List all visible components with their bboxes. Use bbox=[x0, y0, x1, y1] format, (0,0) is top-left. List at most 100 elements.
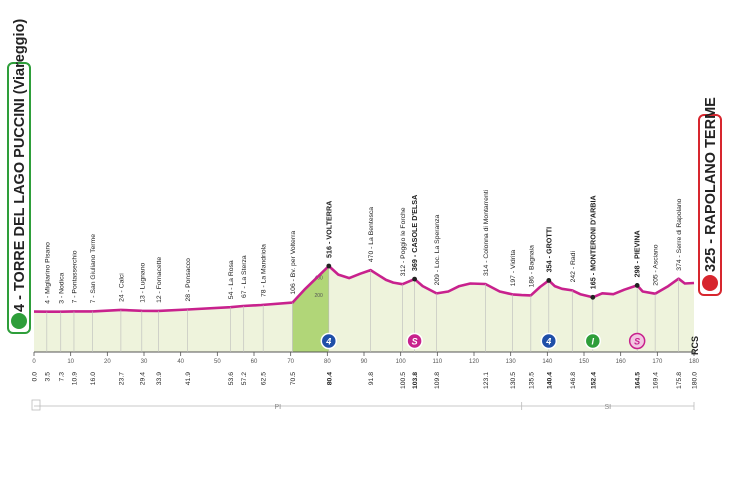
x-tick-label: 140 bbox=[542, 359, 553, 365]
climb-fill bbox=[292, 266, 329, 352]
km-label: 33.9 bbox=[156, 372, 163, 385]
finish-location-label: 325 - RAPOLANO TERME bbox=[703, 97, 719, 272]
location-label: 13 - Lugnano bbox=[139, 263, 146, 303]
km-label: 53.6 bbox=[228, 372, 235, 385]
km-label: 164.5 bbox=[635, 372, 642, 389]
location-marker bbox=[546, 278, 552, 283]
start-sign-frame bbox=[7, 62, 31, 334]
location-label: 7 - San Giuliano Terme bbox=[90, 234, 97, 304]
location-label: 298 - PIEVINA bbox=[633, 230, 642, 277]
location-labels: 0.0 4 - Migliarino Pisano 3.5 3 - Nodica 7.3… bbox=[32, 189, 699, 389]
location-marker bbox=[412, 276, 417, 282]
location-label: 106 - Bv. per Volterra bbox=[290, 231, 297, 295]
km-label: 180.0 bbox=[692, 372, 699, 389]
category-badge-symbol: S bbox=[634, 337, 640, 347]
km-label: 123.1 bbox=[483, 372, 490, 389]
km-label: 169.4 bbox=[653, 372, 660, 389]
location-label: 369 - CASOLE D'ELSA bbox=[410, 195, 419, 271]
finish-sign: 325 - RAPOLANO TERME bbox=[698, 97, 722, 296]
elevation-area bbox=[34, 266, 694, 352]
brand-logo: RCS bbox=[690, 336, 700, 355]
location-label: 242 - Radi bbox=[570, 251, 577, 283]
province-strip: PI SI bbox=[31, 399, 695, 411]
location-marker bbox=[590, 294, 596, 300]
category-badge-icon bbox=[584, 332, 602, 350]
km-label: 103.8 bbox=[412, 372, 419, 389]
location-label: 3 - Nodica bbox=[58, 273, 65, 304]
category-badge-symbol: 4 bbox=[325, 337, 331, 347]
location-label: 186 - Bagnaia bbox=[528, 245, 535, 288]
km-label: 41.9 bbox=[185, 372, 192, 385]
km-label: 91.8 bbox=[368, 372, 375, 385]
location-label: 470 - La Bentesca bbox=[368, 207, 375, 262]
location-label: 516 - VOLTERRA bbox=[324, 201, 333, 258]
location-label: 165 - MONTERONI D'ARBIA bbox=[588, 195, 597, 289]
climb-highlight: 200 400 bbox=[292, 266, 329, 352]
x-tick-label: 180 bbox=[689, 359, 700, 365]
location-label: 78 - La Mandriola bbox=[261, 244, 268, 297]
km-label: 140.4 bbox=[546, 372, 553, 389]
km-label: 57.2 bbox=[241, 372, 248, 385]
km-label: 152.4 bbox=[590, 372, 597, 389]
km-label: 146.8 bbox=[570, 372, 577, 389]
location-label: 374 - Serre di Rapolano bbox=[676, 198, 683, 270]
finish-sign-frame bbox=[698, 114, 722, 296]
location-label: 197 - Vidrita bbox=[510, 250, 517, 287]
km-label: 80.4 bbox=[326, 372, 333, 385]
category-badge-icon bbox=[628, 332, 646, 350]
x-tick-label: 40 bbox=[177, 359, 184, 365]
km-label: 16.0 bbox=[90, 372, 97, 385]
km-label: 10.9 bbox=[72, 372, 79, 385]
altitude-tick-label: 400 bbox=[314, 275, 323, 281]
province-label: SI bbox=[605, 404, 612, 411]
category-badge-symbol: 4 bbox=[545, 337, 551, 347]
location-label: 54 - La Rosa bbox=[228, 260, 235, 299]
start-location-label: 4 - TORRE DEL LAGO PUCCINI (Viareggio) bbox=[12, 19, 28, 312]
province-label: PI bbox=[275, 404, 282, 411]
distance-axis: 0 10 20 30 40 50 60 70 80 90 100 110 120 130 140 150 160… bbox=[32, 352, 700, 365]
x-tick-label: 120 bbox=[469, 359, 480, 365]
x-tick-label: 70 bbox=[287, 359, 294, 365]
location-marker bbox=[326, 263, 332, 269]
km-label: 7.3 bbox=[58, 372, 65, 382]
km-label: 23.7 bbox=[118, 372, 125, 385]
elevation-fill bbox=[34, 266, 694, 352]
km-label: 0.0 bbox=[32, 372, 39, 382]
km-label: 62.5 bbox=[261, 372, 268, 385]
category-badges: 4 S 4 I S bbox=[320, 332, 646, 350]
location-label: 12 - Fornacette bbox=[156, 257, 163, 303]
category-badge-icon bbox=[406, 332, 423, 350]
km-label: 130.5 bbox=[510, 372, 517, 389]
x-tick-label: 100 bbox=[396, 359, 407, 365]
location-label: 4 - Migliarino Pisano bbox=[44, 242, 51, 304]
x-tick-label: 20 bbox=[104, 359, 111, 365]
x-tick-label: 50 bbox=[214, 359, 221, 365]
location-label: 7 - Pontasserchio bbox=[72, 250, 79, 303]
km-label: 175.8 bbox=[676, 372, 683, 389]
location-label: 209 - Loc. La Speranza bbox=[434, 215, 441, 286]
province-strip-cap bbox=[31, 399, 41, 411]
km-label: 29.4 bbox=[139, 372, 146, 385]
x-tick-label: 110 bbox=[433, 359, 443, 365]
x-tick-label: 90 bbox=[361, 359, 368, 365]
km-label: 3.5 bbox=[44, 372, 51, 382]
x-tick-label: 150 bbox=[579, 359, 590, 365]
location-label: 312 - Poggio le Forche bbox=[400, 207, 407, 276]
location-label: 67 - La Sterza bbox=[241, 255, 248, 298]
finish-flag-icon bbox=[702, 275, 718, 291]
start-flag-icon bbox=[11, 313, 27, 329]
location-label: 28 - Ponsacco bbox=[185, 258, 192, 302]
x-tick-label: 80 bbox=[324, 359, 331, 365]
x-tick-label: 10 bbox=[67, 359, 74, 365]
x-tick-label: 130 bbox=[506, 359, 517, 365]
km-label: 109.8 bbox=[434, 372, 441, 389]
km-label: 135.5 bbox=[528, 372, 535, 389]
x-tick-label: 170 bbox=[652, 359, 663, 365]
location-marker bbox=[634, 283, 640, 288]
x-tick-label: 60 bbox=[251, 359, 258, 365]
x-tick-label: 160 bbox=[616, 359, 627, 365]
location-label: 354 - GROTTI bbox=[544, 227, 553, 273]
category-badge-icon bbox=[320, 332, 338, 350]
location-label: 205 - Asciano bbox=[653, 244, 660, 285]
